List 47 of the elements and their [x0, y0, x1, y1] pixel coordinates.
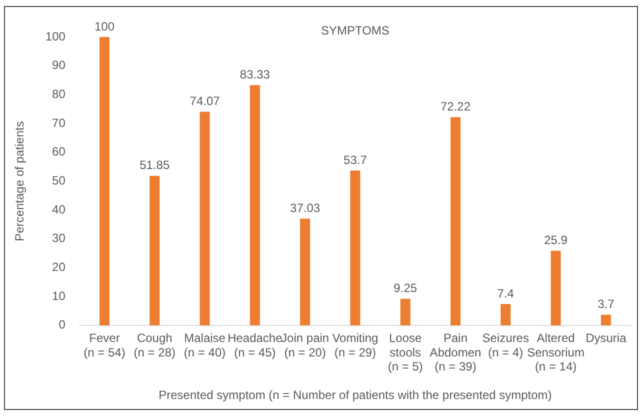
y-tick-label: 100 — [45, 29, 66, 44]
x-tick-label: Join pain (n = 20) — [281, 330, 330, 360]
y-tick-label: 60 — [52, 144, 66, 159]
y-axis-title: Percentage of patients — [12, 121, 27, 242]
x-tick-label: Headache (n = 45) — [228, 330, 283, 360]
bar — [300, 218, 310, 326]
data-label: 3.7 — [598, 297, 615, 312]
x-tick-label: Seizures (n = 4) — [482, 330, 529, 360]
bar — [350, 170, 360, 326]
y-tick-label: 70 — [52, 116, 66, 130]
data-label: 83.33 — [240, 67, 270, 82]
data-label: 74.07 — [190, 94, 220, 108]
x-tick-label: Dysuria — [586, 330, 627, 345]
x-tick-label: Vomiting (n = 29) — [332, 330, 378, 360]
x-axis-title: Presented symptom (n = Number of patients with the presented symptom) — [158, 388, 552, 402]
x-tick-label: Malaise (n = 40) — [184, 330, 226, 360]
data-label: 72.22 — [440, 99, 471, 114]
y-tick-label: 0 — [58, 318, 66, 332]
data-label: 37.03 — [290, 200, 320, 215]
bar — [250, 85, 260, 326]
bar — [450, 117, 461, 326]
bar — [500, 304, 511, 326]
x-tick-label: Pain Abdomen (n = 39) — [430, 330, 482, 374]
x-tick-label: Altered Sensorium (n = 14) — [527, 330, 584, 374]
x-tick-label: Fever (n = 54) — [84, 330, 126, 360]
x-tick-label: Cough (n = 28) — [134, 330, 176, 360]
y-tick-label: 20 — [52, 260, 66, 274]
bar — [400, 298, 410, 326]
data-label: 25.9 — [544, 233, 568, 248]
y-tick-label: 40 — [52, 202, 66, 216]
bar — [600, 314, 611, 326]
y-tick-label: 50 — [52, 174, 66, 188]
data-label: 9.25 — [394, 281, 418, 296]
data-label: 53.7 — [344, 152, 368, 167]
x-tick-label: Loose stools (n = 5) — [388, 330, 423, 374]
bar — [150, 176, 160, 326]
data-label: 7.4 — [497, 286, 514, 300]
y-tick-label: 30 — [52, 231, 66, 246]
bar — [99, 37, 110, 326]
chart-title: SYMPTOMS — [320, 23, 390, 38]
y-tick-label: 90 — [52, 58, 66, 72]
y-tick-label: 10 — [52, 288, 66, 303]
bar — [200, 112, 210, 326]
bar — [550, 250, 561, 326]
data-label: 100 — [94, 19, 115, 34]
data-label: 51.85 — [140, 158, 170, 172]
y-tick-label: 80 — [52, 86, 66, 101]
